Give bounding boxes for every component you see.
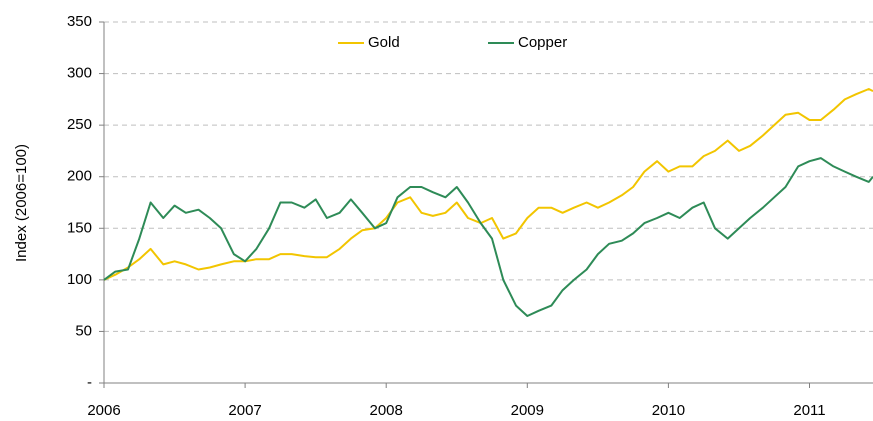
y-tick-label: 50 (75, 322, 92, 339)
y-tick-label: 250 (67, 116, 92, 133)
legend-label: Gold (368, 34, 400, 51)
x-tick-label: 2009 (511, 402, 544, 419)
y-tick-label: 350 (67, 13, 92, 30)
x-tick-label: 2010 (652, 402, 685, 419)
y-tick-label: 150 (67, 219, 92, 236)
y-tick-label: 100 (67, 271, 92, 288)
y-tick-label: 300 (67, 65, 92, 82)
x-tick-label: 2006 (87, 402, 120, 419)
y-tick-label: 200 (67, 168, 92, 185)
line-series (103, 88, 873, 281)
x-tick-label: 2011 (793, 402, 825, 419)
x-tick-label: 2007 (228, 402, 261, 419)
line-series (103, 157, 873, 317)
legend-label: Copper (518, 34, 567, 51)
y-tick-label: - (87, 374, 92, 391)
x-tick-label: 2008 (370, 402, 403, 419)
y-axis-label: Index (2006=100) (13, 144, 30, 262)
